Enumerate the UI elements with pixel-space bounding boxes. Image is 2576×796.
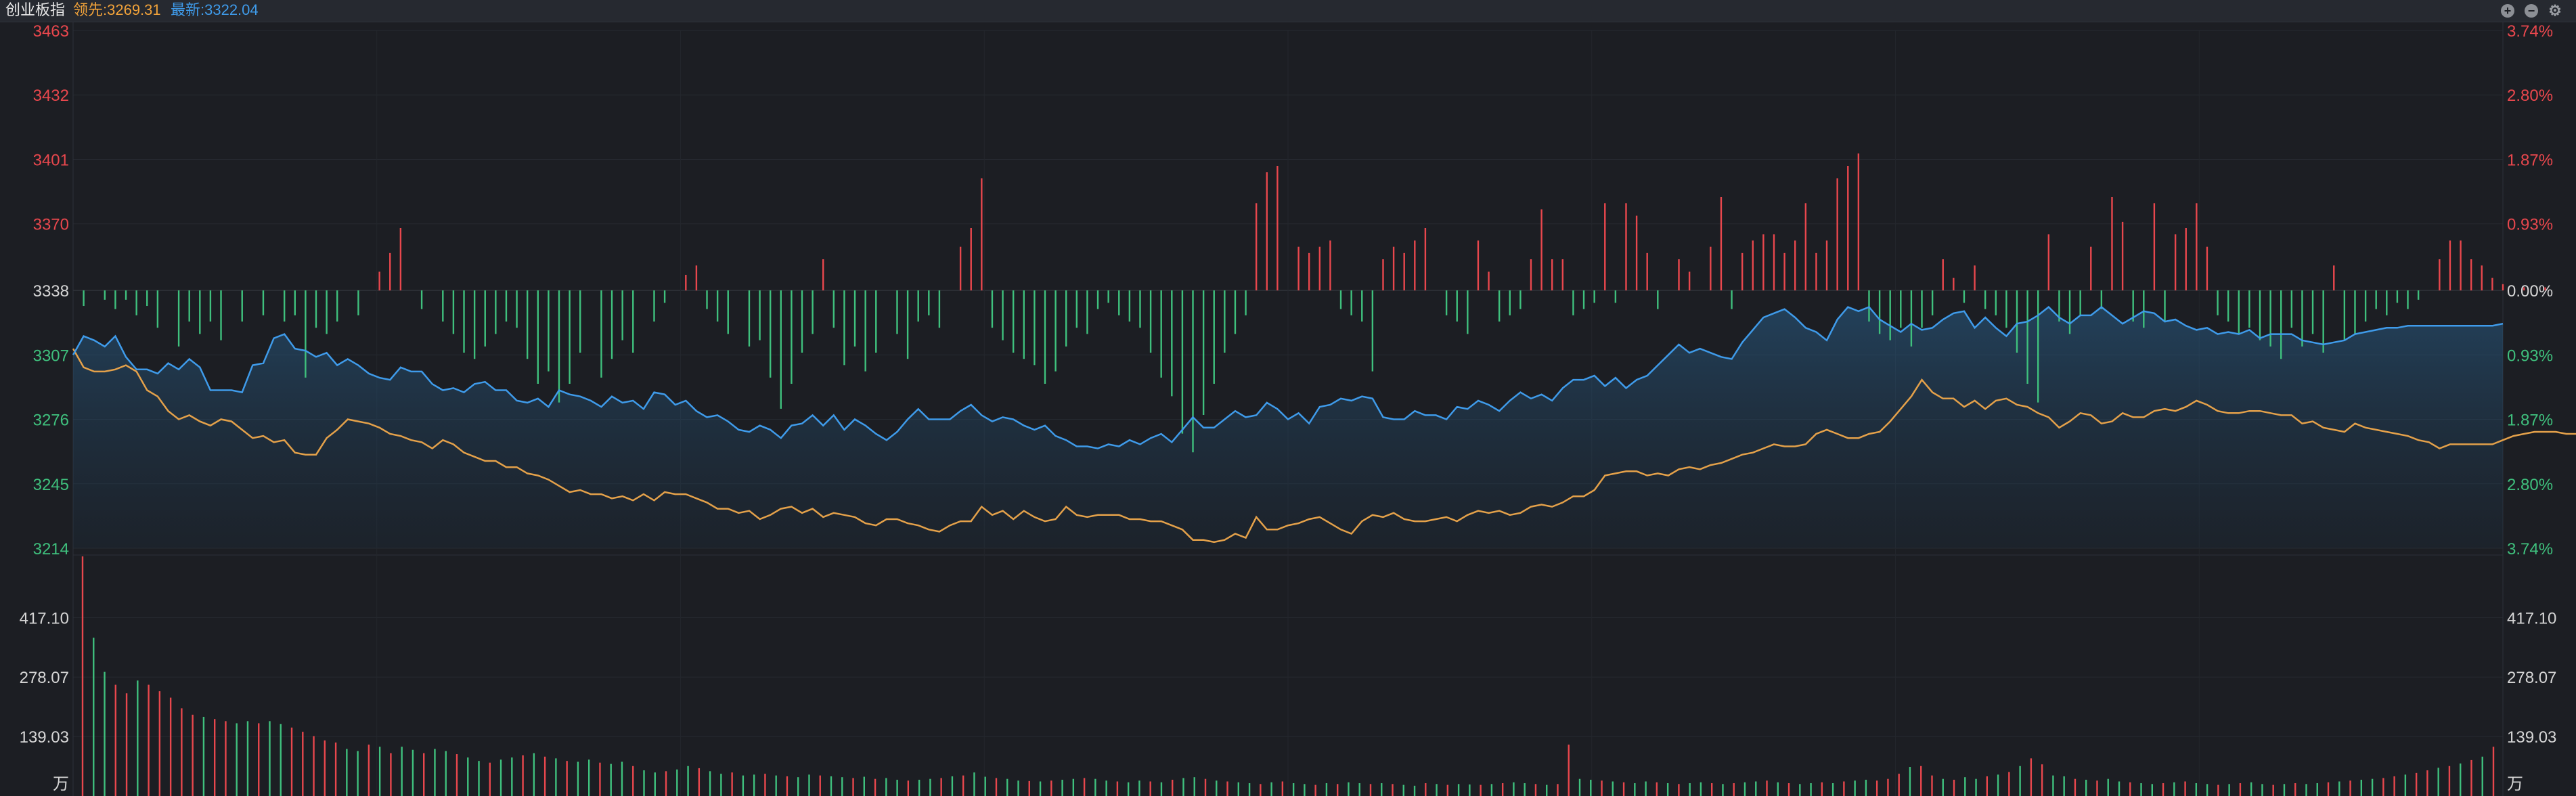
latest-value-label: 最新:3322.04 [171, 1, 259, 18]
right-volume-tick-label: 417.10 [2507, 609, 2556, 627]
right-percent-tick-label: 0.93% [2507, 347, 2553, 365]
left-price-tick-label: 3276 [33, 412, 69, 430]
lead-value-label: 领先:3269.31 [73, 1, 161, 18]
gear-icon[interactable]: ⚙ [2548, 2, 2562, 19]
left-price-tick-label: 3370 [33, 216, 69, 234]
left-price-tick-label: 3463 [33, 22, 69, 41]
lead-series-line [72, 348, 2576, 544]
right-percent-tick-label: 1.87% [2507, 412, 2553, 430]
right-percent-tick-label: 0.93% [2507, 216, 2553, 234]
right-axis-labels: 3.74% 2.80% 1.87% 0.93% 0.00% 0.93% 1.87% 2.80%… [2507, 22, 2553, 558]
minus-circle-icon[interactable]: − [2525, 4, 2538, 18]
price-area-fill [73, 307, 2503, 548]
change-bars [83, 153, 2546, 453]
right-percent-tick-label: 2.80% [2507, 87, 2553, 105]
price-series-line [72, 305, 2504, 449]
left-price-tick-label: 3401 [33, 151, 69, 169]
left-price-tick-label: 3214 [33, 540, 69, 558]
right-volume-unit: 万 [2507, 775, 2523, 793]
right-percent-tick-label: 2.80% [2507, 476, 2553, 494]
left-volume-tick-label: 278.07 [20, 669, 69, 687]
left-axis-labels: 3463 3432 3401 3370 3338 3307 3276 3245 3214 [33, 22, 69, 558]
left-price-tick-label: 3245 [33, 476, 69, 494]
left-volume-unit: 万 [53, 775, 69, 793]
right-percent-tick-label: 1.87% [2507, 151, 2553, 169]
right-percent-tick-label: 0.00% [2507, 282, 2553, 301]
right-volume-tick-label: 139.03 [2507, 728, 2556, 747]
right-volume-tick-label: 278.07 [2507, 669, 2556, 687]
left-volume-tick-label: 139.03 [20, 728, 69, 747]
right-percent-tick-label: 3.74% [2507, 540, 2553, 558]
volume-bars [81, 556, 2495, 796]
index-name: 创业板指 [5, 1, 66, 18]
left-volume-tick-label: 417.10 [20, 609, 69, 627]
left-price-tick-label: 3307 [33, 347, 69, 365]
plus-circle-icon[interactable]: + [2501, 4, 2514, 18]
right-percent-tick-label: 3.74% [2507, 22, 2553, 41]
chart-header: 创业板指 领先:3269.31 最新:3322.04 + − ⚙ [0, 0, 2576, 22]
left-price-tick-label: 3432 [33, 87, 69, 105]
volume-axis-labels: 417.10 417.10 278.07 278.07 139.03 139.03 万 万 [20, 609, 2557, 793]
left-price-tick-label: 3338 [33, 282, 69, 301]
